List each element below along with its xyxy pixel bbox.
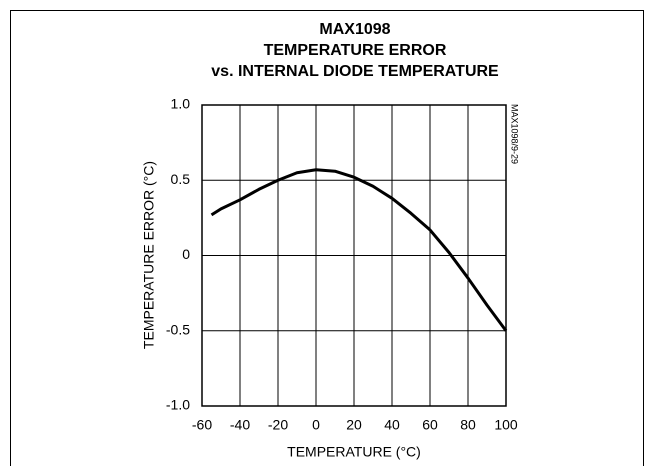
x-tick-label: 0 [312,417,320,433]
y-tick-label: -0.5 [166,321,190,337]
chart-title: TEMPERATURE ERROR [264,42,447,59]
frame [10,10,644,466]
line [210,168,508,332]
x-tick-label: -20 [268,417,288,433]
x-tick-label: 100 [494,417,518,433]
chart-title: vs. INTERNAL DIODE TEMPERATURE [211,63,499,80]
x-tick-label: 80 [460,417,476,433]
y-axis-label: TEMPERATURE ERROR (°C) [141,161,157,349]
y-tick-label: 1.0 [171,96,191,112]
x-tick-label: 40 [384,417,400,433]
chart-title: MAX1098 [319,21,390,38]
annotation: MAX1098/9-29 [510,104,520,164]
x-tick-label: 60 [422,417,438,433]
y-tick-label: -1.0 [166,397,190,413]
x-tick-label: -40 [230,417,250,433]
y-tick-label: 0.5 [171,171,191,187]
x-tick-label: -60 [192,417,212,433]
y-tick-label: 0 [182,246,190,262]
x-tick-label: 20 [346,417,362,433]
x-axis-label: TEMPERATURE (°C) [287,444,421,460]
plot-area [201,104,507,407]
